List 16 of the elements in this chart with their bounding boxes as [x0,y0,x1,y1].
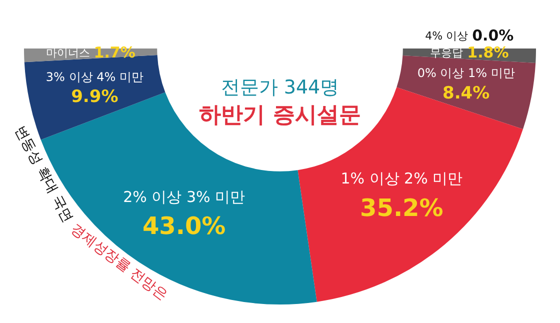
text: 하반기 증시설문 [199,103,361,128]
text: 전문가 344명 [220,76,340,98]
slice-label: 마이너스 [46,46,90,60]
slice-label: 2% 이상 3% 미만 [123,188,246,206]
slice-label: 3% 이상 4% 미만 [46,70,144,84]
category-label: 4% 이상 [425,29,468,42]
data-label: 9.9% [71,87,118,108]
slice-label: 0% 이상 1% 미만 [417,66,515,80]
text: 0.0% [472,26,514,44]
data-label: 43.0% [142,212,226,240]
data-label: 1.7% [94,43,136,62]
slice-label: 1% 이상 2% 미만 [340,170,463,188]
data-label: 8.4% [442,83,490,104]
data-label: 35.2% [360,194,444,222]
slice-label: 무응답 [430,46,464,60]
data-label: 1.8% [467,44,509,62]
